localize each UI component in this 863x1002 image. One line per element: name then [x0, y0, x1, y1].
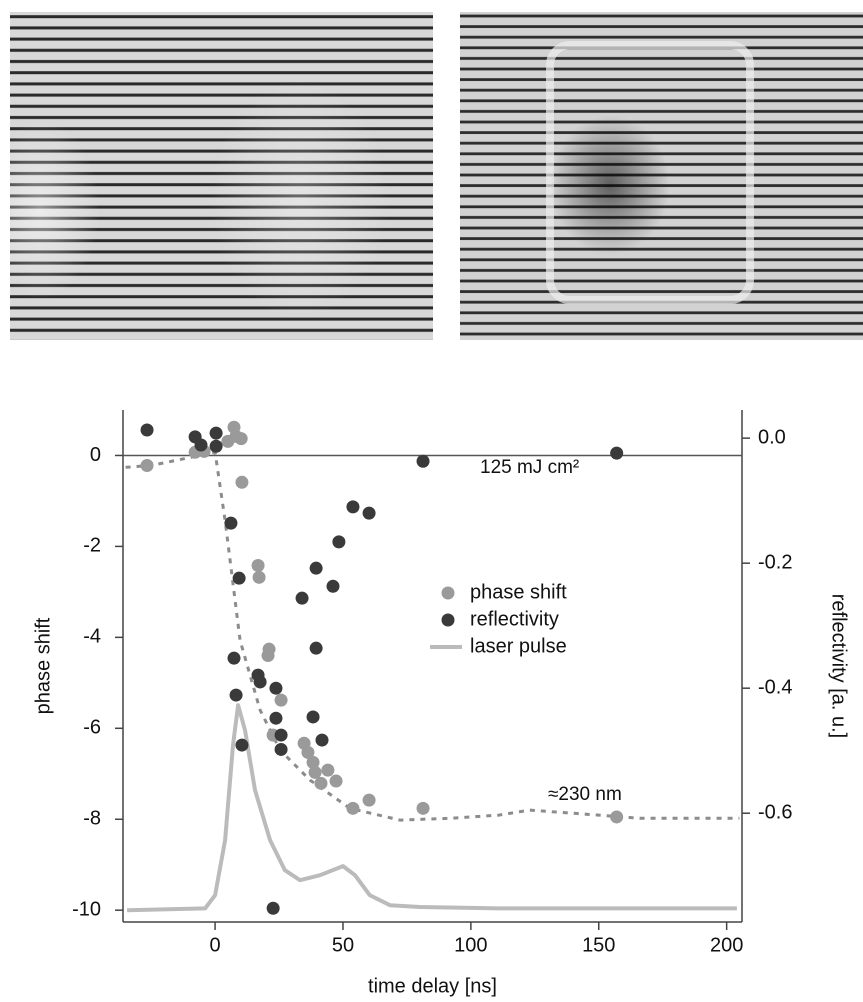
data-point: [224, 516, 238, 530]
data-point: [266, 901, 280, 915]
y-tick-label: -2: [83, 535, 101, 557]
data-point: [235, 475, 249, 489]
data-point: [295, 591, 309, 605]
data-point: [610, 446, 624, 460]
x-tick-label: 150: [582, 934, 615, 956]
y2-tick-label: -0.6: [758, 802, 792, 824]
data-point: [362, 793, 376, 807]
data-point: [329, 774, 343, 788]
data-point: [315, 733, 329, 747]
y-axis-label: phase shift: [32, 617, 54, 714]
interferogram-left: [0, 12, 433, 340]
x-tick-label: 0: [210, 934, 221, 956]
annotation: ≈230 nm: [548, 784, 622, 805]
y-tick-label: -6: [83, 717, 101, 739]
x-axis-label: time delay [ns]: [368, 975, 497, 997]
data-point: [194, 438, 208, 452]
legend-label: laser pulse: [470, 635, 567, 657]
legend-marker: [441, 586, 455, 600]
y2-tick-label: 0.0: [758, 426, 786, 448]
data-point: [362, 506, 376, 520]
data-point: [140, 458, 154, 472]
legend-label: reflectivity: [470, 608, 559, 630]
data-point: [229, 688, 243, 702]
data-line: [127, 703, 737, 913]
y2-tick-label: -0.4: [758, 676, 792, 698]
data-point: [227, 651, 241, 665]
data-point: [610, 810, 624, 824]
y-tick-label: 0: [90, 444, 101, 466]
data-point: [262, 642, 276, 656]
data-point: [269, 711, 283, 725]
x-tick-label: 100: [454, 934, 487, 956]
data-point: [416, 454, 430, 468]
data-point: [252, 570, 266, 584]
x-tick-label: 200: [710, 934, 743, 956]
legend-label: phase shift: [470, 581, 567, 603]
data-point: [209, 426, 223, 440]
data-point: [235, 738, 249, 752]
y-tick-label: -8: [83, 808, 101, 830]
data-point: [346, 500, 360, 514]
data-point: [308, 765, 322, 779]
data-point: [314, 776, 328, 790]
annotation: 125 mJ cm²: [480, 457, 579, 478]
fit-line: [125, 450, 740, 822]
y-tick-label: -10: [72, 898, 101, 920]
data-point: [306, 710, 320, 724]
data-point: [274, 742, 288, 756]
data-point: [301, 745, 315, 759]
data-point: [274, 693, 288, 707]
data-point: [274, 728, 288, 742]
data-point: [140, 423, 154, 437]
data-point: [306, 755, 320, 769]
legend-marker: [441, 613, 455, 627]
data-point: [253, 675, 267, 689]
y2-tick-label: -0.2: [758, 551, 792, 573]
interferogram-right: [460, 12, 863, 340]
x-tick-label: 50: [332, 934, 354, 956]
data-point: [321, 763, 335, 777]
data-point: [309, 641, 323, 655]
data-point: [326, 579, 340, 593]
data-point: [234, 432, 248, 446]
y2-axis-label: reflectivity [a. u.]: [828, 594, 850, 739]
data-point: [416, 801, 430, 815]
data-point: [232, 571, 246, 585]
data-point: [209, 439, 223, 453]
plot: 0 50 100 150 200 0 -2 -4 -6 -8 -10 0.0 -0.2 -0.4 -0.6 t…: [32, 410, 850, 997]
data-point: [332, 535, 346, 549]
data-point: [346, 801, 360, 815]
y-tick-label: -4: [83, 626, 101, 648]
data-point: [309, 561, 323, 575]
data-point: [251, 559, 265, 573]
data-point: [269, 681, 283, 695]
